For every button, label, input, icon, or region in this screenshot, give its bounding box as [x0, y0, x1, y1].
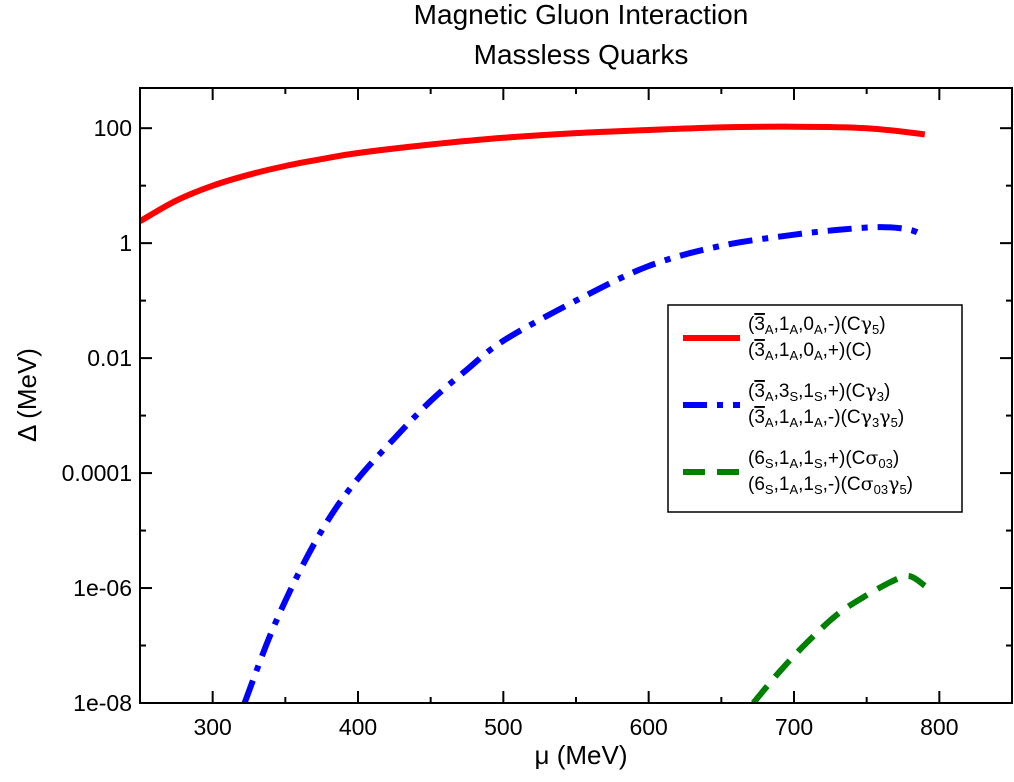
- legend-label: (3A​,1A​,0A​,+)(C): [748, 340, 872, 363]
- y-axis-label: Δ (MeV): [12, 348, 42, 442]
- series-layer: [140, 123, 927, 703]
- y-tick-label: 100: [94, 115, 132, 141]
- x-tick-label: 700: [775, 714, 813, 740]
- legend-label: (6S​,1A​,1S​,+)(Cσ03​): [748, 447, 899, 471]
- legend-label: (6S​,1A​,1S​,-)(Cσ03​γ5​): [748, 473, 913, 497]
- x-tick-label: 400: [339, 714, 377, 740]
- y-tick-label: 1e-08: [73, 690, 132, 716]
- x-tick-label: 300: [193, 714, 231, 740]
- y-axis: 1e-08 1e-06 0.0001 0.01 1 100: [62, 115, 1012, 716]
- y-tick-label: 1e-06: [73, 575, 132, 601]
- legend-label: (3A​,3S​,1S​,+)(Cγ3​): [748, 380, 890, 404]
- legend-label: (3A​,1A​,1A​,-)(Cγ3​γ5​): [748, 406, 904, 430]
- chart-subtitle: Massless Quarks: [474, 39, 689, 70]
- y-tick-label: 0.01: [87, 345, 132, 371]
- x-tick-label: 600: [629, 714, 667, 740]
- y-tick-label: 1: [119, 230, 132, 256]
- x-axis-label: μ (MeV): [535, 740, 628, 770]
- chart-title: Magnetic Gluon Interaction: [414, 0, 749, 30]
- series-green-dashed: [751, 572, 927, 703]
- x-tick-label: 500: [484, 714, 522, 740]
- series-blue-dashdot: [241, 224, 927, 703]
- y-tick-label: 0.0001: [62, 460, 132, 486]
- series-red-solid: [140, 123, 926, 224]
- legend: (3A​,1A​,0A​,-)(Cγ5​) (3A​,1A​,0A​,+)(C) (…: [667, 304, 963, 513]
- legend-label: (3A​,1A​,0A​,-)(Cγ5​): [748, 313, 886, 337]
- x-axis: 300 400 500 600 700 800: [139, 88, 1013, 740]
- x-tick-label: 800: [920, 714, 958, 740]
